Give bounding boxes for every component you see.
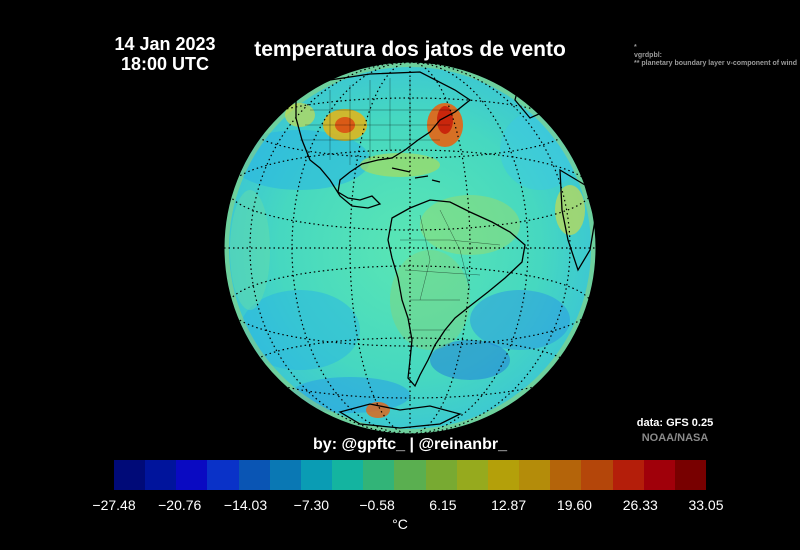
colorbar-segment — [269, 460, 301, 490]
metadata-line-2: vgrdpbl: — [634, 52, 662, 59]
colorbar-unit: °C — [392, 516, 408, 532]
colorbar-segment — [487, 460, 520, 490]
date-label: 14 Jan 2023 — [114, 34, 216, 54]
globe-outline — [223, 61, 597, 435]
colorbar-tick: 33.05 — [688, 497, 724, 513]
colorbar-segment — [550, 460, 582, 490]
colorbar-segment — [674, 460, 706, 490]
colorbar-segment — [238, 460, 270, 490]
colorbar-tick: 19.60 — [556, 497, 592, 513]
metadata-line-3: ** planetary boundary layer v-component … — [634, 60, 797, 67]
north-america-outline — [295, 71, 472, 209]
map-title: temperatura dos jatos de vento — [254, 38, 566, 61]
colorbar-tick: −27.48 — [92, 497, 136, 513]
colorbar-segment — [145, 460, 177, 490]
colorbar-segment — [456, 460, 488, 490]
colorbar-segment — [114, 460, 146, 490]
colorbar — [114, 460, 706, 490]
data-org-label: NOAA/NASA — [641, 432, 709, 444]
antarctica-outline — [338, 403, 462, 429]
colorbar-segment — [394, 460, 426, 490]
colorbar-tick: 26.33 — [622, 497, 658, 513]
colorbar-tick: −14.03 — [223, 497, 268, 513]
byline-label: by: @gpftc_ | @reinanbr_ — [313, 436, 507, 453]
colorbar-segment — [425, 460, 457, 490]
colorbar-tick: 6.15 — [429, 497, 457, 513]
metadata-line-1: * — [634, 44, 637, 51]
colorbar-segment — [519, 460, 551, 490]
colorbar-segment — [300, 460, 333, 490]
colorbar-segment — [612, 460, 644, 490]
colorbar-segment — [176, 460, 208, 490]
colorbar-segment — [332, 460, 364, 490]
colorbar-tick: −0.58 — [359, 497, 395, 513]
borders — [300, 78, 501, 331]
colorbar-segment — [581, 460, 613, 490]
colorbar-segment — [363, 460, 395, 490]
colorbar-segment — [643, 460, 675, 490]
caribbean-islands — [391, 167, 441, 183]
data-source-label: data: GFS 0.25 — [636, 417, 714, 429]
colorbar-tick: 12.87 — [491, 497, 527, 513]
colorbar-tick: −20.76 — [158, 497, 202, 513]
variable-metadata: * vgrdpbl: ** planetary boundary layer v… — [634, 44, 797, 68]
time-label: 18:00 UTC — [120, 54, 210, 74]
colorbar-segment — [207, 460, 239, 490]
colorbar-tick: −7.30 — [293, 497, 330, 513]
